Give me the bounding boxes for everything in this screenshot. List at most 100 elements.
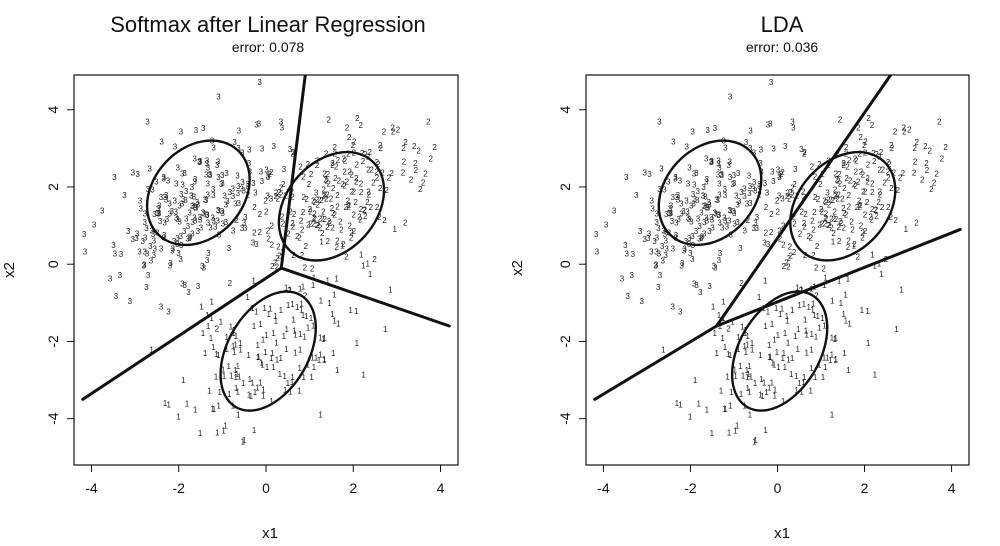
right-class-3-point: 3 — [656, 224, 661, 233]
left-class-2-point: 2 — [295, 232, 300, 241]
left-class-3-point: 3 — [175, 215, 180, 224]
left-class-3-point: 3 — [189, 192, 194, 201]
right-class-1-point: 1 — [823, 274, 828, 283]
right-chart-subtitle: error: 0.036 — [746, 39, 819, 55]
left-class-1-point: 1 — [262, 304, 267, 313]
left-class-2-point: 2 — [402, 158, 407, 167]
right-class-1-point: 1 — [805, 330, 810, 339]
left-class-2-point: 2 — [330, 204, 335, 213]
right-class-2-point: 2 — [820, 220, 825, 229]
right-decision-boundary — [715, 227, 962, 328]
left-class-1-point: 1 — [278, 370, 283, 379]
right-class-2-point: 2 — [779, 170, 784, 179]
right-class-3-point: 3 — [697, 222, 702, 231]
right-class-2-point: 2 — [889, 141, 894, 150]
right-class-3-point: 3 — [704, 154, 709, 163]
left-class-3-point: 3 — [200, 262, 205, 271]
right-class-3-point: 3 — [630, 271, 635, 280]
right-class-1-point: 1 — [741, 372, 746, 381]
left-class-ellipse — [219, 290, 318, 412]
right-class-ellipse — [730, 290, 829, 412]
right-class-3-point: 3 — [751, 224, 756, 233]
right-class-1-point: 1 — [899, 286, 904, 295]
left-class-3-point: 3 — [179, 128, 184, 137]
left-class-1-point: 1 — [361, 371, 366, 380]
left-class-1-point: 1 — [215, 429, 220, 438]
right-class-3-point: 3 — [666, 177, 671, 186]
left-class-2-point: 2 — [348, 221, 353, 230]
right-class-2-point: 2 — [786, 263, 791, 272]
left-class-2-point: 2 — [343, 156, 348, 165]
left-class-1-point: 1 — [267, 310, 272, 319]
right-class-3-point: 3 — [771, 144, 776, 153]
right-class-2-point: 2 — [838, 116, 843, 125]
right-class-3-point: 3 — [701, 192, 706, 201]
right-class-2-point: 2 — [840, 194, 845, 203]
left-class-1-point: 1 — [361, 261, 366, 270]
left-class-1-point: 1 — [283, 372, 288, 381]
left-class-2-point: 2 — [273, 192, 278, 201]
right-class-1-point: 1 — [758, 391, 763, 400]
right-decision-boundary — [715, 75, 893, 328]
left-class-1-point: 1 — [269, 397, 274, 406]
left-class-3-point: 3 — [189, 192, 194, 201]
right-class-2-point: 2 — [829, 224, 834, 233]
right-class-3-point: 3 — [690, 232, 695, 241]
left-class-3-point: 3 — [243, 224, 248, 233]
right-class-1-point: 1 — [781, 354, 786, 363]
right-class-2-point: 2 — [880, 203, 885, 212]
right-class-2-point: 2 — [816, 195, 821, 204]
left-class-1-point: 1 — [332, 290, 337, 299]
left-class-2-point: 2 — [369, 166, 374, 175]
left-class-1-point: 1 — [298, 346, 303, 355]
left-class-1-point: 1 — [166, 401, 171, 410]
left-class-1-point: 1 — [282, 332, 287, 341]
right-class-3-point: 3 — [727, 206, 732, 215]
left-class-2-point: 2 — [351, 141, 356, 150]
right-class-3-point: 3 — [736, 169, 741, 178]
right-class-3-point: 3 — [650, 204, 655, 213]
right-class-2-point: 2 — [820, 208, 825, 217]
right-class-2-point: 2 — [886, 203, 891, 212]
left-class-2-point: 2 — [311, 196, 316, 205]
left-class-3-point: 3 — [254, 240, 259, 249]
right-class-1-point: 1 — [723, 343, 728, 352]
right-class-1-point: 1 — [768, 353, 773, 362]
left-class-1-point: 1 — [383, 325, 388, 334]
right-y-tick-label: 4 — [557, 106, 573, 114]
right-class-1-point: 1 — [753, 436, 758, 445]
left-class-1-point: 1 — [288, 286, 293, 295]
left-class-3-point: 3 — [195, 227, 200, 236]
right-class-1-point: 1 — [718, 322, 723, 331]
right-class-3-point: 3 — [658, 271, 663, 280]
left-class-2-point: 2 — [375, 158, 380, 167]
right-class-2-point: 2 — [859, 221, 864, 230]
left-class-2-point: 2 — [281, 219, 286, 228]
left-class-2-point: 2 — [346, 203, 351, 212]
right-class-2-point: 2 — [874, 205, 879, 214]
right-class-1-point: 1 — [733, 372, 738, 381]
right-class-2-point: 2 — [834, 170, 839, 179]
right-class-2-point: 2 — [927, 147, 932, 156]
right-class-1-point: 1 — [803, 316, 808, 325]
right-class-2-point: 2 — [876, 198, 881, 207]
left-class-2-point: 2 — [301, 208, 306, 217]
left-class-2-point: 2 — [330, 224, 335, 233]
right-class-2-point: 2 — [775, 197, 780, 206]
left-class-2-point: 2 — [324, 194, 329, 203]
right-class-2-point: 2 — [780, 168, 785, 177]
left-class-2-point: 2 — [320, 215, 325, 224]
right-class-2-point: 2 — [893, 216, 898, 225]
left-class-3-point: 3 — [92, 220, 97, 229]
right-class-1-point: 1 — [860, 306, 865, 315]
right-class-2-point: 2 — [800, 207, 805, 216]
left-class-1-point: 1 — [321, 335, 326, 344]
left-class-2-point: 2 — [372, 255, 377, 264]
right-class-3-point: 3 — [748, 144, 753, 153]
left-class-3-point: 3 — [197, 158, 202, 167]
right-class-3-point: 3 — [739, 188, 744, 197]
left-class-1-point: 1 — [247, 391, 252, 400]
left-class-2-point: 2 — [258, 210, 263, 219]
right-class-1-point: 1 — [806, 303, 811, 312]
right-class-2-point: 2 — [847, 156, 852, 165]
